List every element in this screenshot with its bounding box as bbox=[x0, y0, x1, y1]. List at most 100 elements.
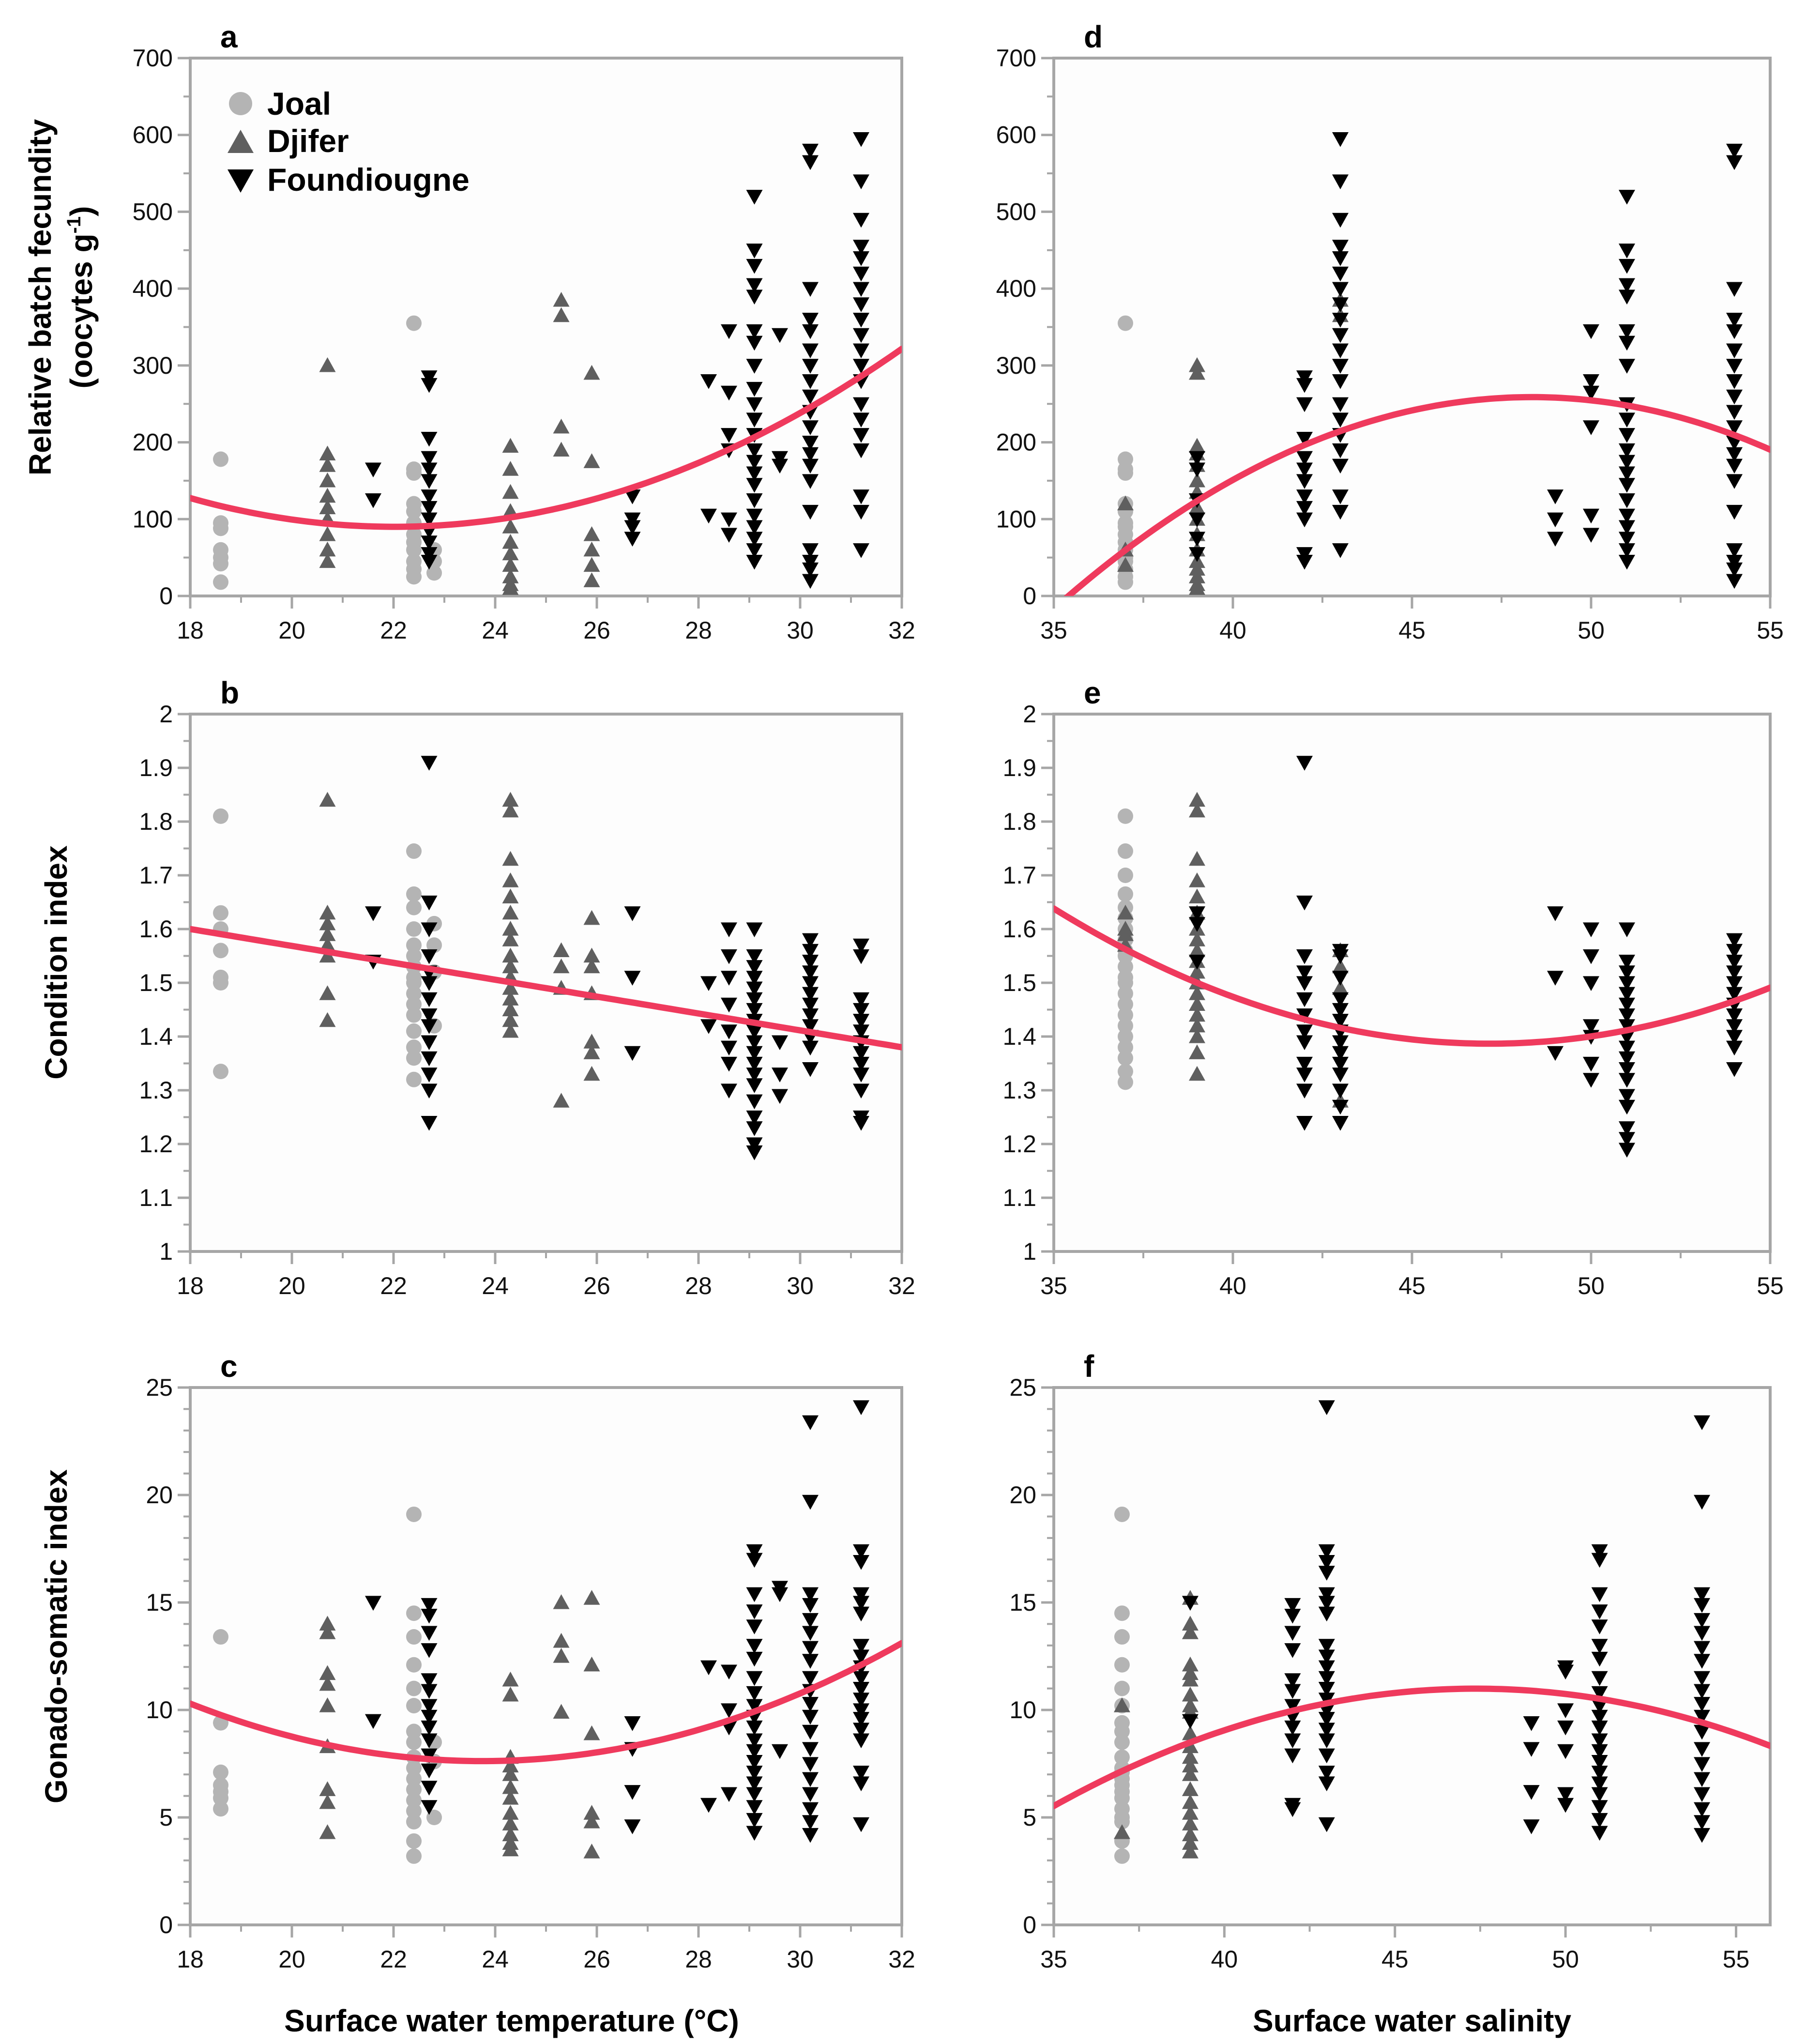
point-foundiougne bbox=[1591, 1766, 1608, 1781]
point-foundiougne bbox=[1726, 1008, 1743, 1023]
point-djifer bbox=[502, 1779, 519, 1794]
point-foundiougne bbox=[421, 1673, 438, 1688]
point-joal bbox=[213, 1064, 228, 1080]
point-foundiougne bbox=[421, 756, 438, 771]
point-foundiougne bbox=[853, 949, 869, 964]
point-foundiougne bbox=[746, 190, 763, 205]
point-foundiougne bbox=[1332, 1046, 1349, 1061]
xtick-label: 35 bbox=[1040, 1272, 1067, 1299]
point-djifer bbox=[1189, 357, 1205, 372]
point-foundiougne bbox=[421, 1699, 438, 1714]
point-foundiougne bbox=[802, 420, 819, 435]
point-foundiougne bbox=[746, 1671, 763, 1686]
point-foundiougne bbox=[802, 313, 819, 328]
point-foundiougne bbox=[772, 458, 788, 474]
point-foundiougne bbox=[1619, 508, 1635, 524]
point-djifer bbox=[1182, 1725, 1199, 1740]
point-foundiougne bbox=[746, 1744, 763, 1759]
point-foundiougne bbox=[1726, 155, 1743, 170]
point-foundiougne bbox=[746, 532, 763, 547]
point-foundiougne bbox=[721, 1083, 737, 1098]
point-djifer bbox=[583, 910, 600, 925]
point-joal bbox=[1118, 986, 1133, 1002]
point-foundiougne bbox=[421, 992, 438, 1007]
xtick-label: 20 bbox=[278, 1946, 305, 1973]
point-foundiougne bbox=[624, 1046, 641, 1061]
ytick-label: 1.4 bbox=[1002, 1023, 1036, 1050]
point-foundiougne bbox=[802, 435, 819, 451]
point-joal bbox=[406, 1782, 422, 1798]
point-foundiougne bbox=[802, 1587, 819, 1602]
point-foundiougne bbox=[746, 992, 763, 1007]
point-foundiougne bbox=[1619, 443, 1635, 458]
point-djifer bbox=[319, 541, 336, 557]
point-foundiougne bbox=[1591, 1686, 1608, 1701]
point-foundiougne bbox=[1694, 1495, 1711, 1510]
point-foundiougne bbox=[1694, 1613, 1711, 1628]
point-foundiougne bbox=[772, 1068, 788, 1083]
point-foundiougne bbox=[853, 1817, 869, 1832]
point-djifer bbox=[1182, 1835, 1199, 1850]
xtick-label: 24 bbox=[482, 1272, 509, 1299]
point-djifer bbox=[1189, 1028, 1205, 1043]
ytick-label: 500 bbox=[996, 198, 1036, 225]
point-foundiougne bbox=[1189, 917, 1205, 932]
point-foundiougne bbox=[1318, 1817, 1335, 1832]
point-joal bbox=[213, 556, 228, 572]
point-foundiougne bbox=[1583, 1056, 1599, 1072]
point-foundiougne bbox=[802, 1019, 819, 1034]
point-foundiougne bbox=[746, 466, 763, 482]
point-djifer bbox=[319, 526, 336, 541]
point-foundiougne bbox=[1619, 290, 1635, 305]
point-foundiougne bbox=[1284, 1733, 1301, 1749]
point-foundiougne bbox=[1591, 1800, 1608, 1815]
ytick-label: 200 bbox=[133, 429, 173, 456]
point-foundiougne bbox=[1318, 1400, 1335, 1415]
point-djifer bbox=[553, 442, 570, 457]
xtick-label: 20 bbox=[278, 617, 305, 644]
legend-joal-label: Joal bbox=[267, 86, 331, 122]
point-foundiougne bbox=[700, 374, 717, 389]
ytick-label: 1 bbox=[1023, 1238, 1036, 1265]
point-foundiougne bbox=[421, 512, 438, 528]
point-foundiougne bbox=[853, 174, 869, 189]
ytick-label: 10 bbox=[146, 1696, 173, 1724]
ylabel-gsi: Gonado-somatic index bbox=[39, 1469, 74, 1803]
point-foundiougne bbox=[853, 1733, 869, 1749]
point-joal bbox=[406, 948, 422, 964]
point-djifer bbox=[502, 545, 519, 561]
point-foundiougne bbox=[1296, 949, 1313, 964]
xtick-label: 26 bbox=[583, 617, 610, 644]
point-joal bbox=[406, 986, 422, 1002]
point-foundiougne bbox=[1619, 955, 1635, 970]
point-foundiougne bbox=[1591, 1671, 1608, 1686]
point-foundiougne bbox=[1583, 949, 1599, 964]
point-foundiougne bbox=[1726, 574, 1743, 589]
point-foundiougne bbox=[802, 324, 819, 339]
point-foundiougne bbox=[1523, 1819, 1540, 1834]
point-foundiougne bbox=[1284, 1598, 1301, 1613]
point-djifer bbox=[1189, 365, 1205, 380]
point-djifer bbox=[1189, 580, 1205, 595]
point-foundiougne bbox=[853, 1014, 869, 1029]
point-foundiougne bbox=[746, 1651, 763, 1667]
xtick-label: 30 bbox=[787, 617, 814, 644]
point-foundiougne bbox=[1318, 1649, 1335, 1664]
point-djifer bbox=[319, 915, 336, 930]
panel-b: b 1 1.1 1.2 1.3 1.4 1.5 1.6 1.7 1.8 1.9 2 18 20 22 24 26… bbox=[139, 675, 915, 1299]
point-foundiougne bbox=[1547, 532, 1563, 547]
point-foundiougne bbox=[1332, 971, 1349, 986]
ytick-label: 1.5 bbox=[1002, 969, 1036, 996]
point-foundiougne bbox=[721, 1024, 737, 1039]
point-foundiougne bbox=[421, 976, 438, 991]
point-foundiougne bbox=[1296, 512, 1313, 528]
point-foundiougne bbox=[421, 501, 438, 516]
point-foundiougne bbox=[1332, 328, 1349, 343]
point-foundiougne bbox=[746, 455, 763, 470]
point-foundiougne bbox=[721, 971, 737, 986]
xtick-label: 22 bbox=[380, 1272, 407, 1299]
point-foundiougne bbox=[1591, 1787, 1608, 1802]
point-foundiougne bbox=[1189, 906, 1205, 921]
point-joal bbox=[406, 1833, 422, 1849]
point-foundiougne bbox=[1694, 1757, 1711, 1772]
